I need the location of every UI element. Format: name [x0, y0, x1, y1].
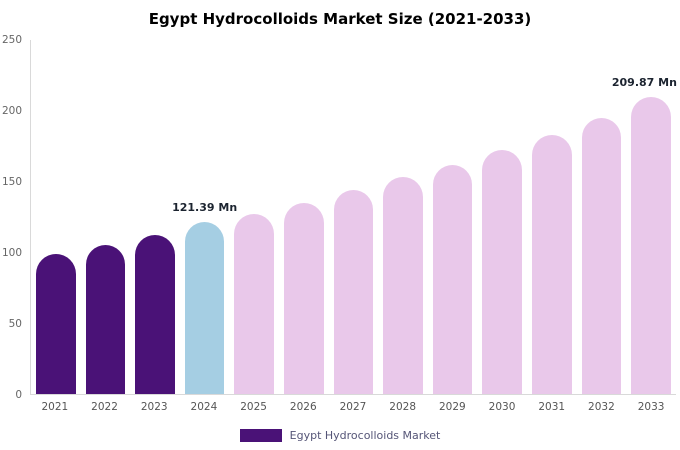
y-tick-label: 50 [8, 318, 22, 330]
x-tick-label: 2029 [438, 401, 466, 413]
bar-slot [383, 40, 423, 394]
bar-2030 [482, 150, 523, 394]
bar-2021 [36, 253, 76, 394]
chart-title: Egypt Hydrocolloids Market Size (2021-20… [148, 10, 532, 28]
y-tick-label: 0 [15, 389, 22, 401]
x-tick-label: 2026 [289, 401, 317, 413]
x-tick-label: 2021 [41, 401, 69, 413]
x-axis-labels: 2021 2022 2023 2024 2025 2026 2027 2028 2029 2030… [30, 397, 676, 413]
y-tick-label: 100 [1, 247, 22, 259]
bar-2024 [184, 222, 225, 394]
bar-2026 [284, 202, 324, 394]
bar-2033 [631, 96, 671, 394]
y-tick-label: 150 [1, 176, 22, 188]
bar-2027 [333, 190, 374, 394]
x-tick-label: 2023 [140, 401, 168, 413]
bar-2023 [135, 235, 175, 394]
bar-slot [581, 40, 622, 394]
bar-slot [36, 40, 76, 394]
bar-slot [284, 40, 324, 394]
legend-swatch [239, 429, 282, 442]
bar-slot [432, 40, 473, 394]
bar-2029 [432, 164, 473, 394]
x-tick-label: 2025 [240, 401, 267, 413]
plot-area: 121.39 Mn 209.87 Mn [30, 40, 677, 395]
bar-slot [333, 40, 374, 394]
x-tick-label: 2027 [339, 401, 367, 413]
x-tick-label: 2033 [637, 401, 665, 413]
bar-slot: 121.39 Mn [172, 40, 237, 394]
bar-slot [85, 40, 126, 394]
x-tick-label: 2032 [588, 401, 615, 413]
data-label: 121.39 Mn [172, 201, 238, 215]
x-tick-label: 2024 [190, 401, 218, 413]
data-label: 209.87 Mn [611, 75, 677, 89]
bar-2031 [532, 134, 572, 394]
bar-slot [234, 40, 275, 394]
bar-slot: 209.87 Mn [612, 40, 677, 394]
x-tick-label: 2030 [488, 401, 516, 413]
bar-slot [532, 40, 572, 394]
bar-2032 [581, 117, 622, 394]
y-tick-label: 200 [1, 105, 22, 117]
x-tick-label: 2031 [538, 401, 566, 413]
bar-slot [135, 40, 175, 394]
bar-2022 [85, 245, 126, 394]
x-tick-label: 2028 [389, 401, 417, 413]
y-axis: 0 50 100 150 200 250 [0, 34, 26, 401]
x-tick-label: 2022 [91, 401, 118, 413]
bar-2025 [234, 214, 275, 394]
legend-label: Egypt Hydrocolloids Market [289, 429, 441, 442]
y-tick-label: 250 [1, 34, 22, 46]
bar-slot [482, 40, 523, 394]
bar-2028 [383, 177, 423, 394]
legend: Egypt Hydrocolloids Market [0, 429, 680, 442]
